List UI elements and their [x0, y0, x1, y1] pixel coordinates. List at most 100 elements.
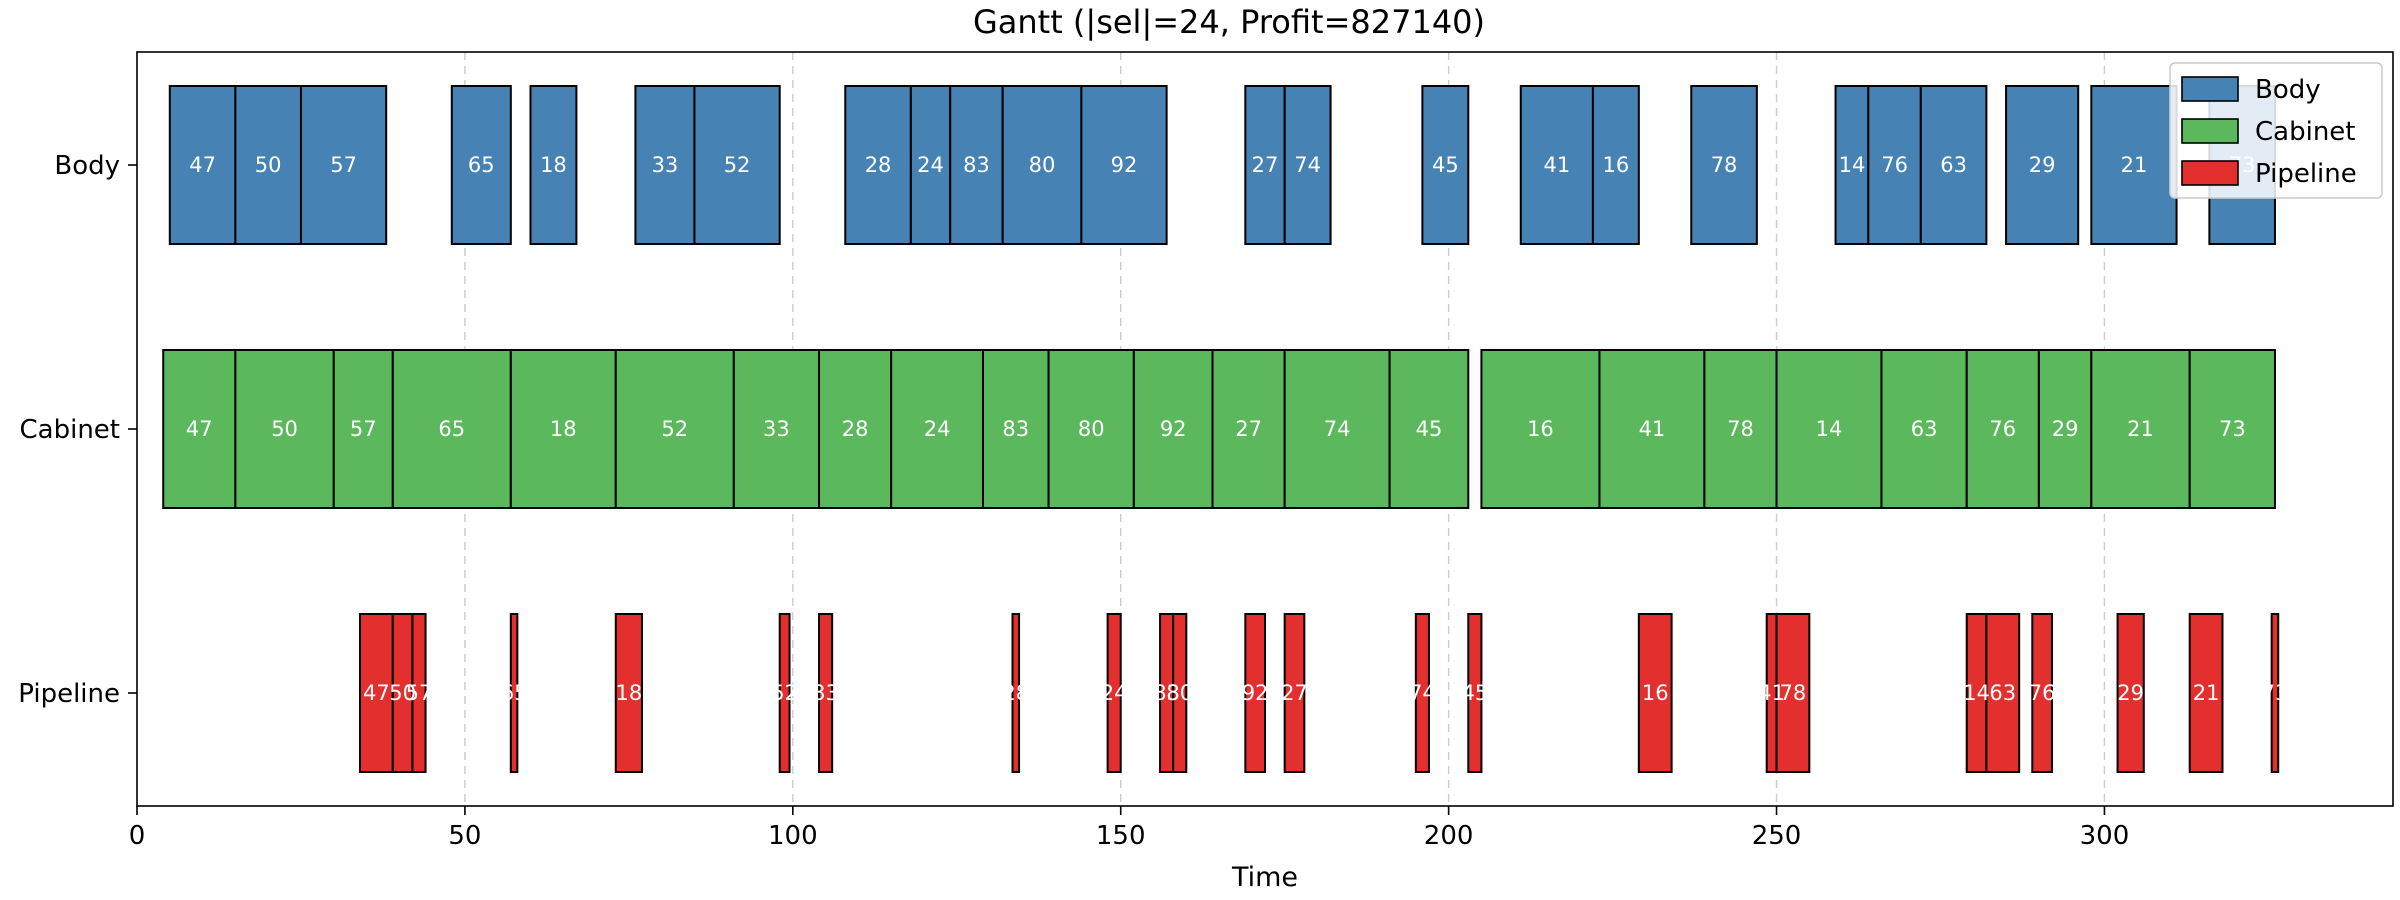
x-tick-label: 0 [129, 821, 146, 851]
bar-label: 80 [1029, 153, 1056, 177]
bar-label: 29 [2117, 681, 2144, 705]
bar-label: 33 [652, 153, 679, 177]
gantt-bar-pipeline-78 [1775, 613, 1811, 773]
bar-label: 45 [1432, 153, 1459, 177]
gantt-bar-cabinet-57 [332, 349, 394, 509]
bar-label: 52 [771, 681, 798, 705]
bar-label: 73 [2219, 417, 2246, 441]
gantt-bar-cabinet-65 [391, 349, 512, 509]
gantt-bar-body-16 [1591, 85, 1640, 245]
gantt-bar-pipeline-47 [358, 613, 394, 773]
bar-label: 83 [1002, 417, 1029, 441]
gantt-bar-pipeline-28 [1011, 613, 1021, 773]
legend: Body Cabinet Pipeline [2169, 62, 2383, 199]
gantt-bar-body-65 [450, 85, 512, 245]
gantt-bar-body-52 [693, 85, 781, 245]
bar-label: 47 [189, 153, 216, 177]
gantt-bar-body-57 [299, 85, 388, 245]
bar-label: 52 [661, 417, 688, 441]
bar-label: 73 [2262, 681, 2289, 705]
bar-label: 18 [540, 153, 567, 177]
gantt-bar-body-24 [909, 85, 952, 245]
bar-label: 28 [865, 153, 892, 177]
bar-label: 50 [271, 417, 298, 441]
bar-label: 80 [1166, 681, 1193, 705]
gantt-bar-pipeline-80 [1172, 613, 1188, 773]
bar-label: 83 [963, 153, 990, 177]
y-tick-label: Pipeline [18, 679, 120, 709]
gantt-bar-cabinet-18 [509, 349, 617, 509]
bar-label: 80 [1078, 417, 1105, 441]
bar-label: 18 [550, 417, 577, 441]
x-tick-label: 100 [768, 821, 818, 851]
bar-label: 74 [1324, 417, 1351, 441]
gantt-bar-cabinet-78 [1703, 349, 1778, 509]
x-tick-label: 50 [448, 821, 481, 851]
bar-label: 27 [1235, 417, 1262, 441]
y-tick-label: Body [54, 151, 120, 181]
gantt-bar-cabinet-76 [1965, 349, 2040, 509]
bar-label: 14 [1816, 417, 1843, 441]
gantt-bar-body-21 [2090, 85, 2178, 245]
gantt-bar-body-83 [949, 85, 1004, 245]
bar-label: 33 [812, 681, 839, 705]
x-axis-label: Time [1231, 862, 1298, 893]
y-axis: Body Cabinet Pipeline [18, 151, 137, 709]
gantt-bar-body-41 [1519, 85, 1594, 245]
bar-label: 29 [2029, 153, 2056, 177]
gantt-bars [162, 85, 2280, 773]
gantt-bar-body-33 [634, 85, 696, 245]
bar-label: 27 [1281, 681, 1308, 705]
gantt-bar-cabinet-14 [1775, 349, 1883, 509]
bar-label: 33 [763, 417, 790, 441]
x-axis: 0 50 100 150 200 250 300 [129, 806, 2130, 851]
bar-label: 76 [1989, 417, 2016, 441]
gantt-bar-pipeline-21 [2188, 613, 2224, 773]
gantt-bar-pipeline-57 [411, 613, 427, 773]
gantt-bar-pipeline-27 [1283, 613, 1306, 773]
bar-label: 16 [1527, 417, 1554, 441]
bar-label: 24 [924, 417, 951, 441]
gantt-bar-body-27 [1244, 85, 1286, 245]
legend-swatch [2181, 118, 2239, 144]
bar-label: 16 [1642, 681, 1669, 705]
bar-label: 78 [1727, 417, 1754, 441]
legend-swatch [2181, 76, 2239, 102]
bar-label: 14 [1963, 681, 1990, 705]
legend-label: Body [2255, 75, 2321, 105]
gantt-bar-pipeline-24 [1106, 613, 1122, 773]
bar-label: 65 [468, 153, 495, 177]
bar-label: 52 [724, 153, 751, 177]
legend-label: Cabinet [2255, 117, 2355, 147]
gantt-bar-pipeline-73 [2270, 613, 2280, 773]
bar-label: 45 [1461, 681, 1488, 705]
gantt-bar-body-74 [1283, 85, 1332, 245]
gantt-bar-pipeline-16 [1637, 613, 1673, 773]
gantt-bar-cabinet-33 [732, 349, 821, 509]
gantt-bar-cabinet-92 [1132, 349, 1214, 509]
gantt-bar-body-50 [234, 85, 302, 245]
legend-label: Pipeline [2255, 159, 2357, 189]
bar-label: 41 [1543, 153, 1570, 177]
bar-label: 28 [1002, 681, 1029, 705]
gantt-bar-cabinet-83 [982, 349, 1050, 509]
gantt-bar-cabinet-41 [1598, 349, 1706, 509]
bar-label: 29 [2052, 417, 2079, 441]
bar-label: 14 [1839, 153, 1866, 177]
bar-label: 92 [1160, 417, 1187, 441]
gantt-bar-pipeline-92 [1244, 613, 1266, 773]
gantt-bar-cabinet-80 [1047, 349, 1135, 509]
gantt-bar-body-28 [844, 85, 912, 245]
bar-label: 57 [350, 417, 377, 441]
bar-label: 45 [1416, 417, 1443, 441]
gantt-bar-pipeline-18 [614, 613, 643, 773]
gantt-bar-cabinet-16 [1480, 349, 1601, 509]
x-tick-label: 300 [2080, 821, 2130, 851]
gantt-bar-pipeline-45 [1467, 613, 1483, 773]
bar-label: 21 [2193, 681, 2220, 705]
bar-label: 76 [2029, 681, 2056, 705]
gantt-bar-pipeline-65 [509, 613, 519, 773]
bar-label: 78 [1711, 153, 1738, 177]
bar-label: 74 [1294, 153, 1321, 177]
